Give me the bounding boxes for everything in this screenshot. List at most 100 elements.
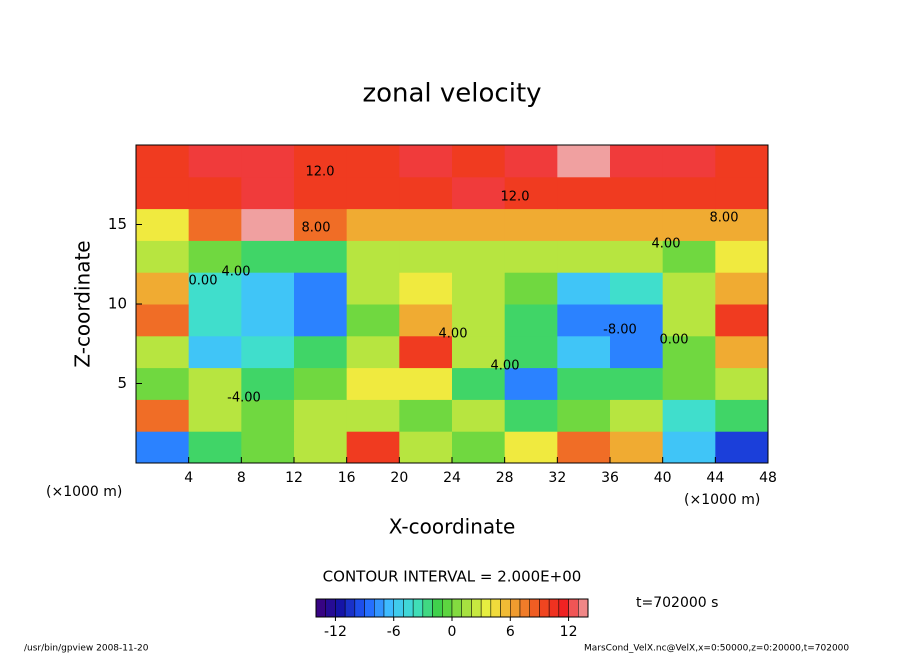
x-unit: (×1000 m) <box>684 492 760 508</box>
field-cell <box>715 145 769 178</box>
colorbar-swatch <box>412 598 424 618</box>
colorbar-tick-label: 0 <box>448 624 457 640</box>
colorbar-swatch <box>548 598 560 618</box>
field-cell <box>241 208 295 241</box>
field-cell <box>346 335 400 369</box>
field-cell <box>662 208 716 241</box>
field-cell <box>188 208 242 241</box>
field-cell <box>294 272 348 305</box>
contour-label: 0.00 <box>189 274 218 289</box>
contour-interval: CONTOUR INTERVAL = 2.000E+00 <box>323 568 582 586</box>
field-cell <box>346 176 400 210</box>
field-cell <box>610 240 664 273</box>
field-cell <box>504 367 558 400</box>
colorbar-swatch <box>422 598 433 618</box>
y-tick-label: 10 <box>108 295 127 313</box>
field-cell <box>294 145 348 178</box>
x-axis-label: X-coordinate <box>389 515 516 539</box>
field <box>136 145 769 464</box>
field-cell <box>715 367 769 400</box>
field-cell <box>715 272 769 305</box>
field-cell <box>557 208 611 241</box>
field-cell <box>136 272 190 305</box>
field-cell <box>346 367 400 400</box>
footer-left: /usr/bin/gpview 2008-11-20 <box>24 644 149 654</box>
field-cell <box>294 304 348 337</box>
field-cell <box>610 431 664 464</box>
x-tick-label: 36 <box>601 470 619 486</box>
field-cell <box>715 176 769 210</box>
field-cell <box>610 367 664 400</box>
contour-label: 8.00 <box>302 221 331 236</box>
field-cell <box>662 431 716 464</box>
field-cell <box>557 304 611 337</box>
field-cell <box>399 431 453 464</box>
colorbar-swatch <box>374 598 385 618</box>
field-cell <box>662 399 716 432</box>
field-cell <box>452 367 506 400</box>
y-axis-label: Z-coordinate <box>71 240 95 367</box>
colorbar-tick-label: -12 <box>324 624 347 640</box>
field-cell <box>136 431 190 464</box>
field-cell <box>294 176 348 210</box>
field-cell <box>346 208 400 241</box>
contour-label: -8.00 <box>603 323 637 338</box>
field-cell <box>346 431 400 464</box>
contour-label: 4.00 <box>439 327 468 342</box>
field-cell <box>188 145 242 178</box>
field-cell <box>452 272 506 305</box>
field-cell <box>452 240 506 273</box>
colorbar-swatch <box>558 598 569 618</box>
field-cell <box>136 145 190 178</box>
field-cell <box>557 176 611 210</box>
field-cell <box>188 335 242 369</box>
contour-label: 12.0 <box>306 165 335 180</box>
field-cell <box>241 367 295 400</box>
x-tick-label: 8 <box>237 470 246 486</box>
field-cell <box>557 367 611 400</box>
colorbar-swatch <box>335 598 346 618</box>
colorbar-swatch <box>432 598 443 618</box>
y-tick-label: 5 <box>117 374 127 392</box>
x-tick-label: 12 <box>285 470 303 486</box>
field-cell <box>610 304 664 337</box>
field-cell <box>715 208 769 241</box>
field-cell <box>662 335 716 369</box>
colorbar-swatch <box>344 598 356 618</box>
field-cell <box>715 240 769 273</box>
field-cell <box>452 145 506 178</box>
field-cell <box>188 176 242 210</box>
field-cell <box>346 272 400 305</box>
chart-title: zonal velocity <box>362 79 541 109</box>
field-cell <box>452 208 506 241</box>
contour-label: 4.00 <box>652 237 681 252</box>
field-cell <box>241 176 295 210</box>
field-cell <box>504 399 558 432</box>
field-cell <box>504 304 558 337</box>
field-cell <box>662 367 716 400</box>
colorbar-swatch <box>383 598 394 618</box>
field-cell <box>136 367 190 400</box>
field-cell <box>557 335 611 369</box>
field-cell <box>399 145 453 178</box>
field-cell <box>662 272 716 305</box>
field-cell <box>557 431 611 464</box>
field-cell <box>557 240 611 273</box>
field-cell <box>346 145 400 178</box>
x-tick-label: 24 <box>443 470 461 486</box>
field-cell <box>662 145 716 178</box>
field-cell <box>136 208 190 241</box>
colorbar-swatch <box>471 598 482 618</box>
colorbar-swatch <box>442 598 453 618</box>
field-cell <box>557 399 611 432</box>
colorbar-swatch <box>354 598 365 618</box>
field-cell <box>241 240 295 273</box>
field-cell <box>241 399 295 432</box>
field-cell <box>504 272 558 305</box>
field-cell <box>241 335 295 369</box>
field-cell <box>399 272 453 305</box>
field-cell <box>504 145 558 178</box>
field-cell <box>346 240 400 273</box>
field-cell <box>188 272 242 305</box>
